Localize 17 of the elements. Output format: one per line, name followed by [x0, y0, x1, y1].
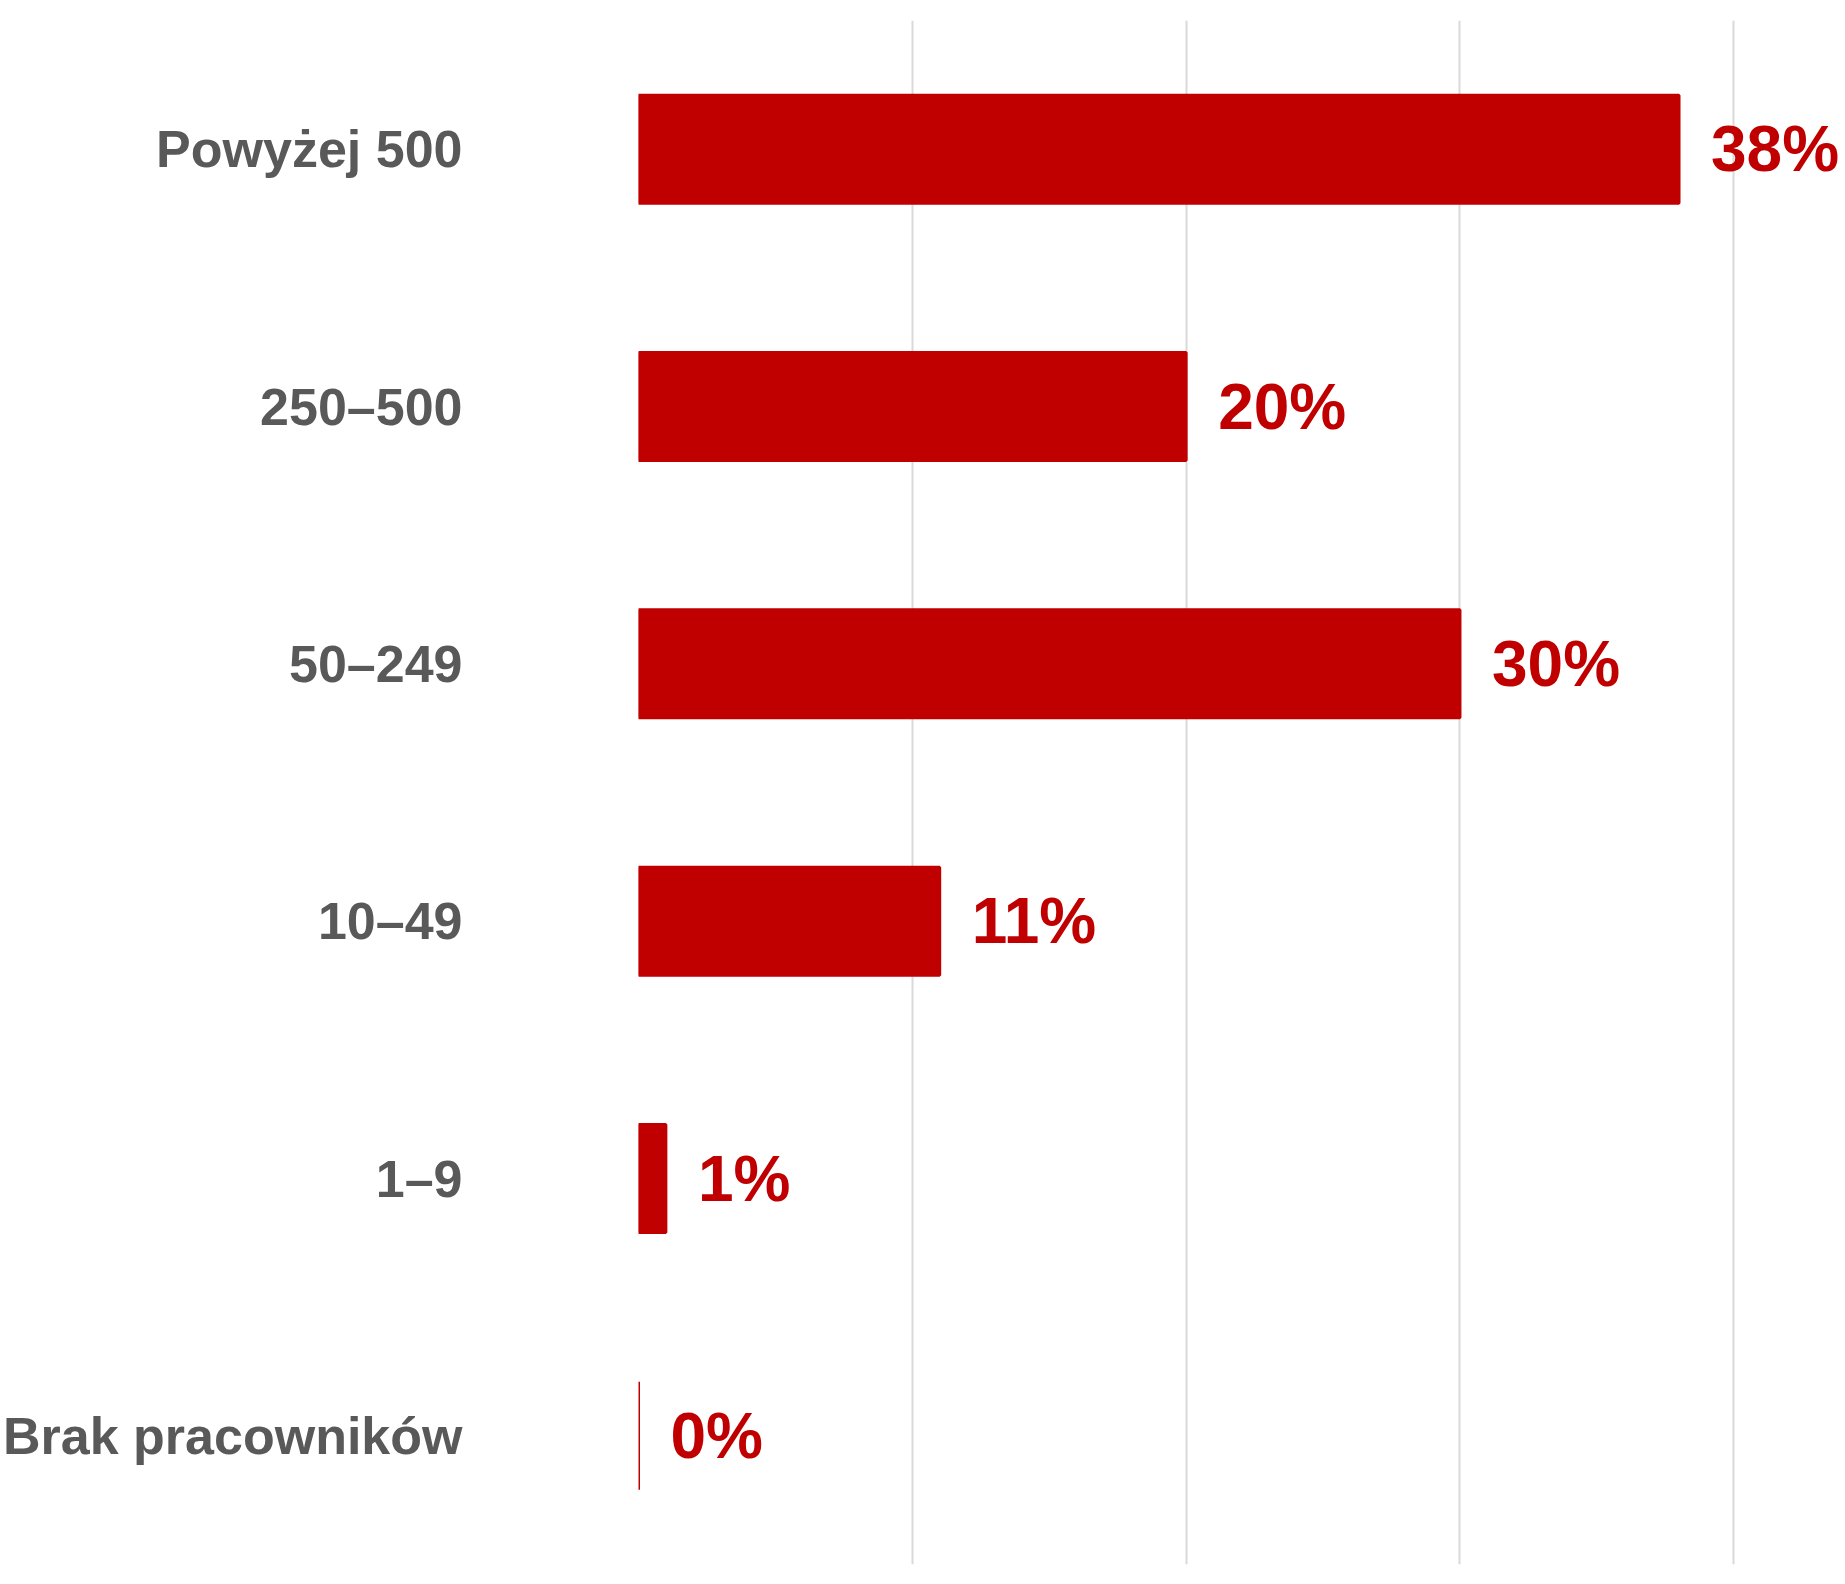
bar — [638, 1122, 668, 1235]
y-tick-label: 1–9 — [375, 1149, 463, 1208]
data-label: 11% — [971, 885, 1097, 958]
data-label: 38% — [1711, 113, 1840, 186]
bar — [638, 350, 1188, 463]
data-label: 0% — [670, 1399, 763, 1472]
y-tick-label: 50–249 — [288, 634, 463, 693]
bar — [638, 93, 1681, 205]
y-tick-label: 250–500 — [260, 377, 463, 436]
bar — [638, 865, 942, 977]
y-tick-label: 10–49 — [317, 892, 463, 951]
y-tick-label: Brak pracowników — [3, 1406, 464, 1465]
bar — [638, 608, 1462, 720]
data-label: 30% — [1491, 627, 1621, 700]
data-label: 1% — [697, 1142, 791, 1215]
data-label: 20% — [1218, 370, 1347, 443]
y-tick-label: Powyżej 500 — [156, 120, 463, 179]
